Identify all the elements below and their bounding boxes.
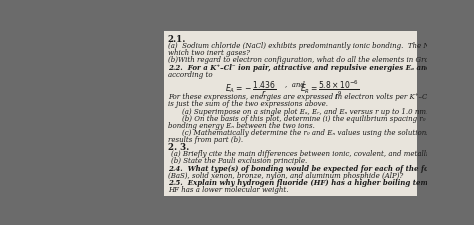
Text: 2.2.  For a K⁺–Cl⁻ ion pair, attractive and repulsive energies Eₐ and Eᵣ, respec: 2.2. For a K⁺–Cl⁻ ion pair, attractive a…	[168, 64, 474, 72]
Text: (BaS), solid xenon, bronze, nylon, and aluminum phosphide (AlP)?: (BaS), solid xenon, bronze, nylon, and a…	[168, 172, 403, 180]
Text: (a) Superimpose on a single plot Eₐ, Eᵣ, and Eₙ versus r up to 1.0 nm.: (a) Superimpose on a single plot Eₐ, Eᵣ,…	[182, 108, 428, 116]
Text: $\mathit{E_R} = \dfrac{5.8 \times 10^{-6}}{\mathit{r}^9}$: $\mathit{E_R} = \dfrac{5.8 \times 10^{-6…	[300, 79, 359, 102]
Text: which two inert gases?: which two inert gases?	[168, 49, 249, 57]
Text: according to: according to	[168, 71, 212, 79]
Text: 2. 3.: 2. 3.	[168, 143, 189, 152]
Text: bonding energy Eₙ between the two ions.: bonding energy Eₙ between the two ions.	[168, 122, 314, 130]
Text: $\mathit{E_A} = -\dfrac{1.436}{\mathit{r}}$: $\mathit{E_A} = -\dfrac{1.436}{\mathit{r…	[225, 79, 276, 99]
Text: HF has a lower molecular weight.: HF has a lower molecular weight.	[168, 186, 288, 194]
Text: 2.4.  What type(s) of bonding would be expected for each of the following materi: 2.4. What type(s) of bonding would be ex…	[168, 165, 474, 173]
Text: (c) Mathematically determine the r₀ and Eₙ values using the solutions in Problem: (c) Mathematically determine the r₀ and …	[182, 129, 474, 137]
Text: (a)  Sodium chloride (NaCl) exhibits predominantly ionic bonding.  The Na⁺ and C: (a) Sodium chloride (NaCl) exhibits pred…	[168, 42, 474, 50]
Text: (b) State the Pauli exclusion principle.: (b) State the Pauli exclusion principle.	[171, 157, 308, 165]
Text: 2.5.  Explain why hydrogen fluoride (HF) has a higher boiling temperature than h: 2.5. Explain why hydrogen fluoride (HF) …	[168, 179, 474, 187]
Text: ,  and: , and	[285, 81, 305, 88]
Text: (b)With regard to electron configuration, what do all the elements in Group VIIA: (b)With regard to electron configuration…	[168, 56, 474, 64]
Text: is just the sum of the two expressions above.: is just the sum of the two expressions a…	[168, 101, 328, 108]
Text: (a) Briefly cite the main differences between ionic, covalent, and metallic bond: (a) Briefly cite the main differences be…	[171, 150, 466, 158]
FancyBboxPatch shape	[164, 31, 418, 196]
Text: For these expressions, energies are expressed in electron volts per K⁺–Cl⁻ pair,: For these expressions, energies are expr…	[168, 93, 474, 101]
Text: results from part (b).: results from part (b).	[168, 136, 243, 144]
Text: (b) On the basis of this plot, determine (i) the equilibrium spacing r₀ between : (b) On the basis of this plot, determine…	[182, 115, 474, 123]
Text: 2.1.: 2.1.	[168, 35, 186, 44]
